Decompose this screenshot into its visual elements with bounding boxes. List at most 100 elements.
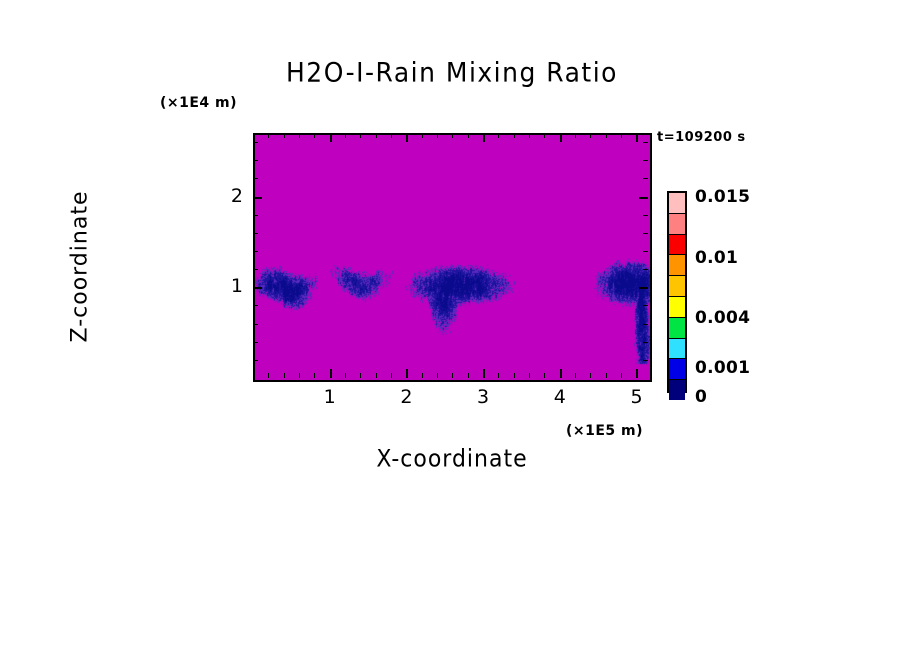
tick-mark [253,215,258,216]
tick-mark [498,133,499,138]
tick-mark [621,133,622,138]
x-tick-label: 5 [630,386,643,408]
tick-mark [606,373,607,378]
tick-mark [422,373,423,378]
tick-mark [544,133,545,138]
y-tick-label: 1 [230,275,243,298]
tick-mark [483,369,485,378]
tick-mark [422,133,423,138]
timestamp-label: t=109200 s [657,130,746,145]
tick-mark [253,360,258,361]
y-axis-title: Z-coordinate [67,190,93,343]
y-axis-units-label: (×1E4 m) [160,95,238,111]
tick-mark [514,373,515,378]
colorbar-tick-label: 0 [695,387,708,407]
tick-mark [330,133,332,142]
colorbar-segment [669,380,685,400]
tick-mark [345,373,346,378]
tick-mark [437,373,438,378]
tick-mark [406,369,408,378]
tick-mark [606,133,607,138]
tick-mark [643,269,648,270]
plot-area [253,133,652,382]
tick-mark [391,373,392,378]
tick-mark [299,133,300,138]
tick-mark [284,373,285,378]
colorbar-segment [669,296,685,318]
x-tick-label: 1 [323,386,336,408]
colorbar-tick-label: 0.01 [695,247,739,268]
tick-mark [560,369,562,378]
tick-mark [639,287,648,289]
tick-mark [529,373,530,378]
tick-mark [643,342,648,343]
tick-mark [575,133,576,138]
tick-mark [314,133,315,138]
tick-mark [529,133,530,138]
tick-mark [483,133,485,142]
x-axis-title: X-coordinate [376,446,528,473]
tick-mark [360,373,361,378]
x-axis-units-label: (×1E5 m) [566,423,644,439]
tick-mark [253,233,258,234]
tick-mark [643,215,648,216]
tick-mark [514,133,515,138]
tick-mark [253,160,258,161]
tick-mark [253,269,258,270]
tick-mark [643,251,648,252]
tick-mark [330,369,332,378]
tick-mark [253,342,258,343]
tick-mark [621,373,622,378]
colorbar-segment [669,276,685,297]
x-tick-label: 2 [400,386,413,408]
tick-mark [575,373,576,378]
tick-mark [284,133,285,138]
tick-mark [636,369,638,378]
colorbar-tick-label: 0.004 [695,308,751,329]
tick-mark [643,142,648,143]
tick-mark [643,360,648,361]
page-title: H2O-I-Rain Mixing Ratio [286,56,618,89]
tick-mark [299,373,300,378]
tick-mark [560,133,562,142]
colorbar-segment [669,338,685,360]
tick-mark [253,178,258,179]
colorbar-segment [669,213,685,235]
tick-mark [345,133,346,138]
tick-mark [253,324,258,325]
tick-mark [253,287,262,289]
colorbar-segment [669,193,685,214]
colorbar [667,191,687,400]
tick-mark [268,373,269,378]
y-tick-label: 2 [230,184,243,207]
colorbar-segment [669,255,685,277]
x-tick-label: 3 [477,386,490,408]
tick-mark [268,133,269,138]
tick-mark [643,178,648,179]
tick-mark [636,133,638,142]
tick-mark [360,133,361,138]
x-tick-label: 4 [553,386,566,408]
tick-mark [544,373,545,378]
tick-mark [643,233,648,234]
colorbar-segment [669,317,685,339]
tick-mark [376,133,377,138]
tick-mark [643,324,648,325]
tick-mark [452,133,453,138]
tick-mark [639,197,648,199]
tick-mark [253,197,262,199]
tick-mark [590,133,591,138]
tick-mark [253,305,258,306]
tick-mark [376,373,377,378]
tick-mark [253,251,258,252]
tick-mark [468,373,469,378]
colorbar-segment [669,234,685,256]
tick-mark [643,305,648,306]
tick-mark [406,133,408,142]
tick-mark [452,373,453,378]
colorbar-tick-label: 0.001 [695,357,751,378]
tick-mark [498,373,499,378]
tick-mark [314,373,315,378]
tick-mark [437,133,438,138]
